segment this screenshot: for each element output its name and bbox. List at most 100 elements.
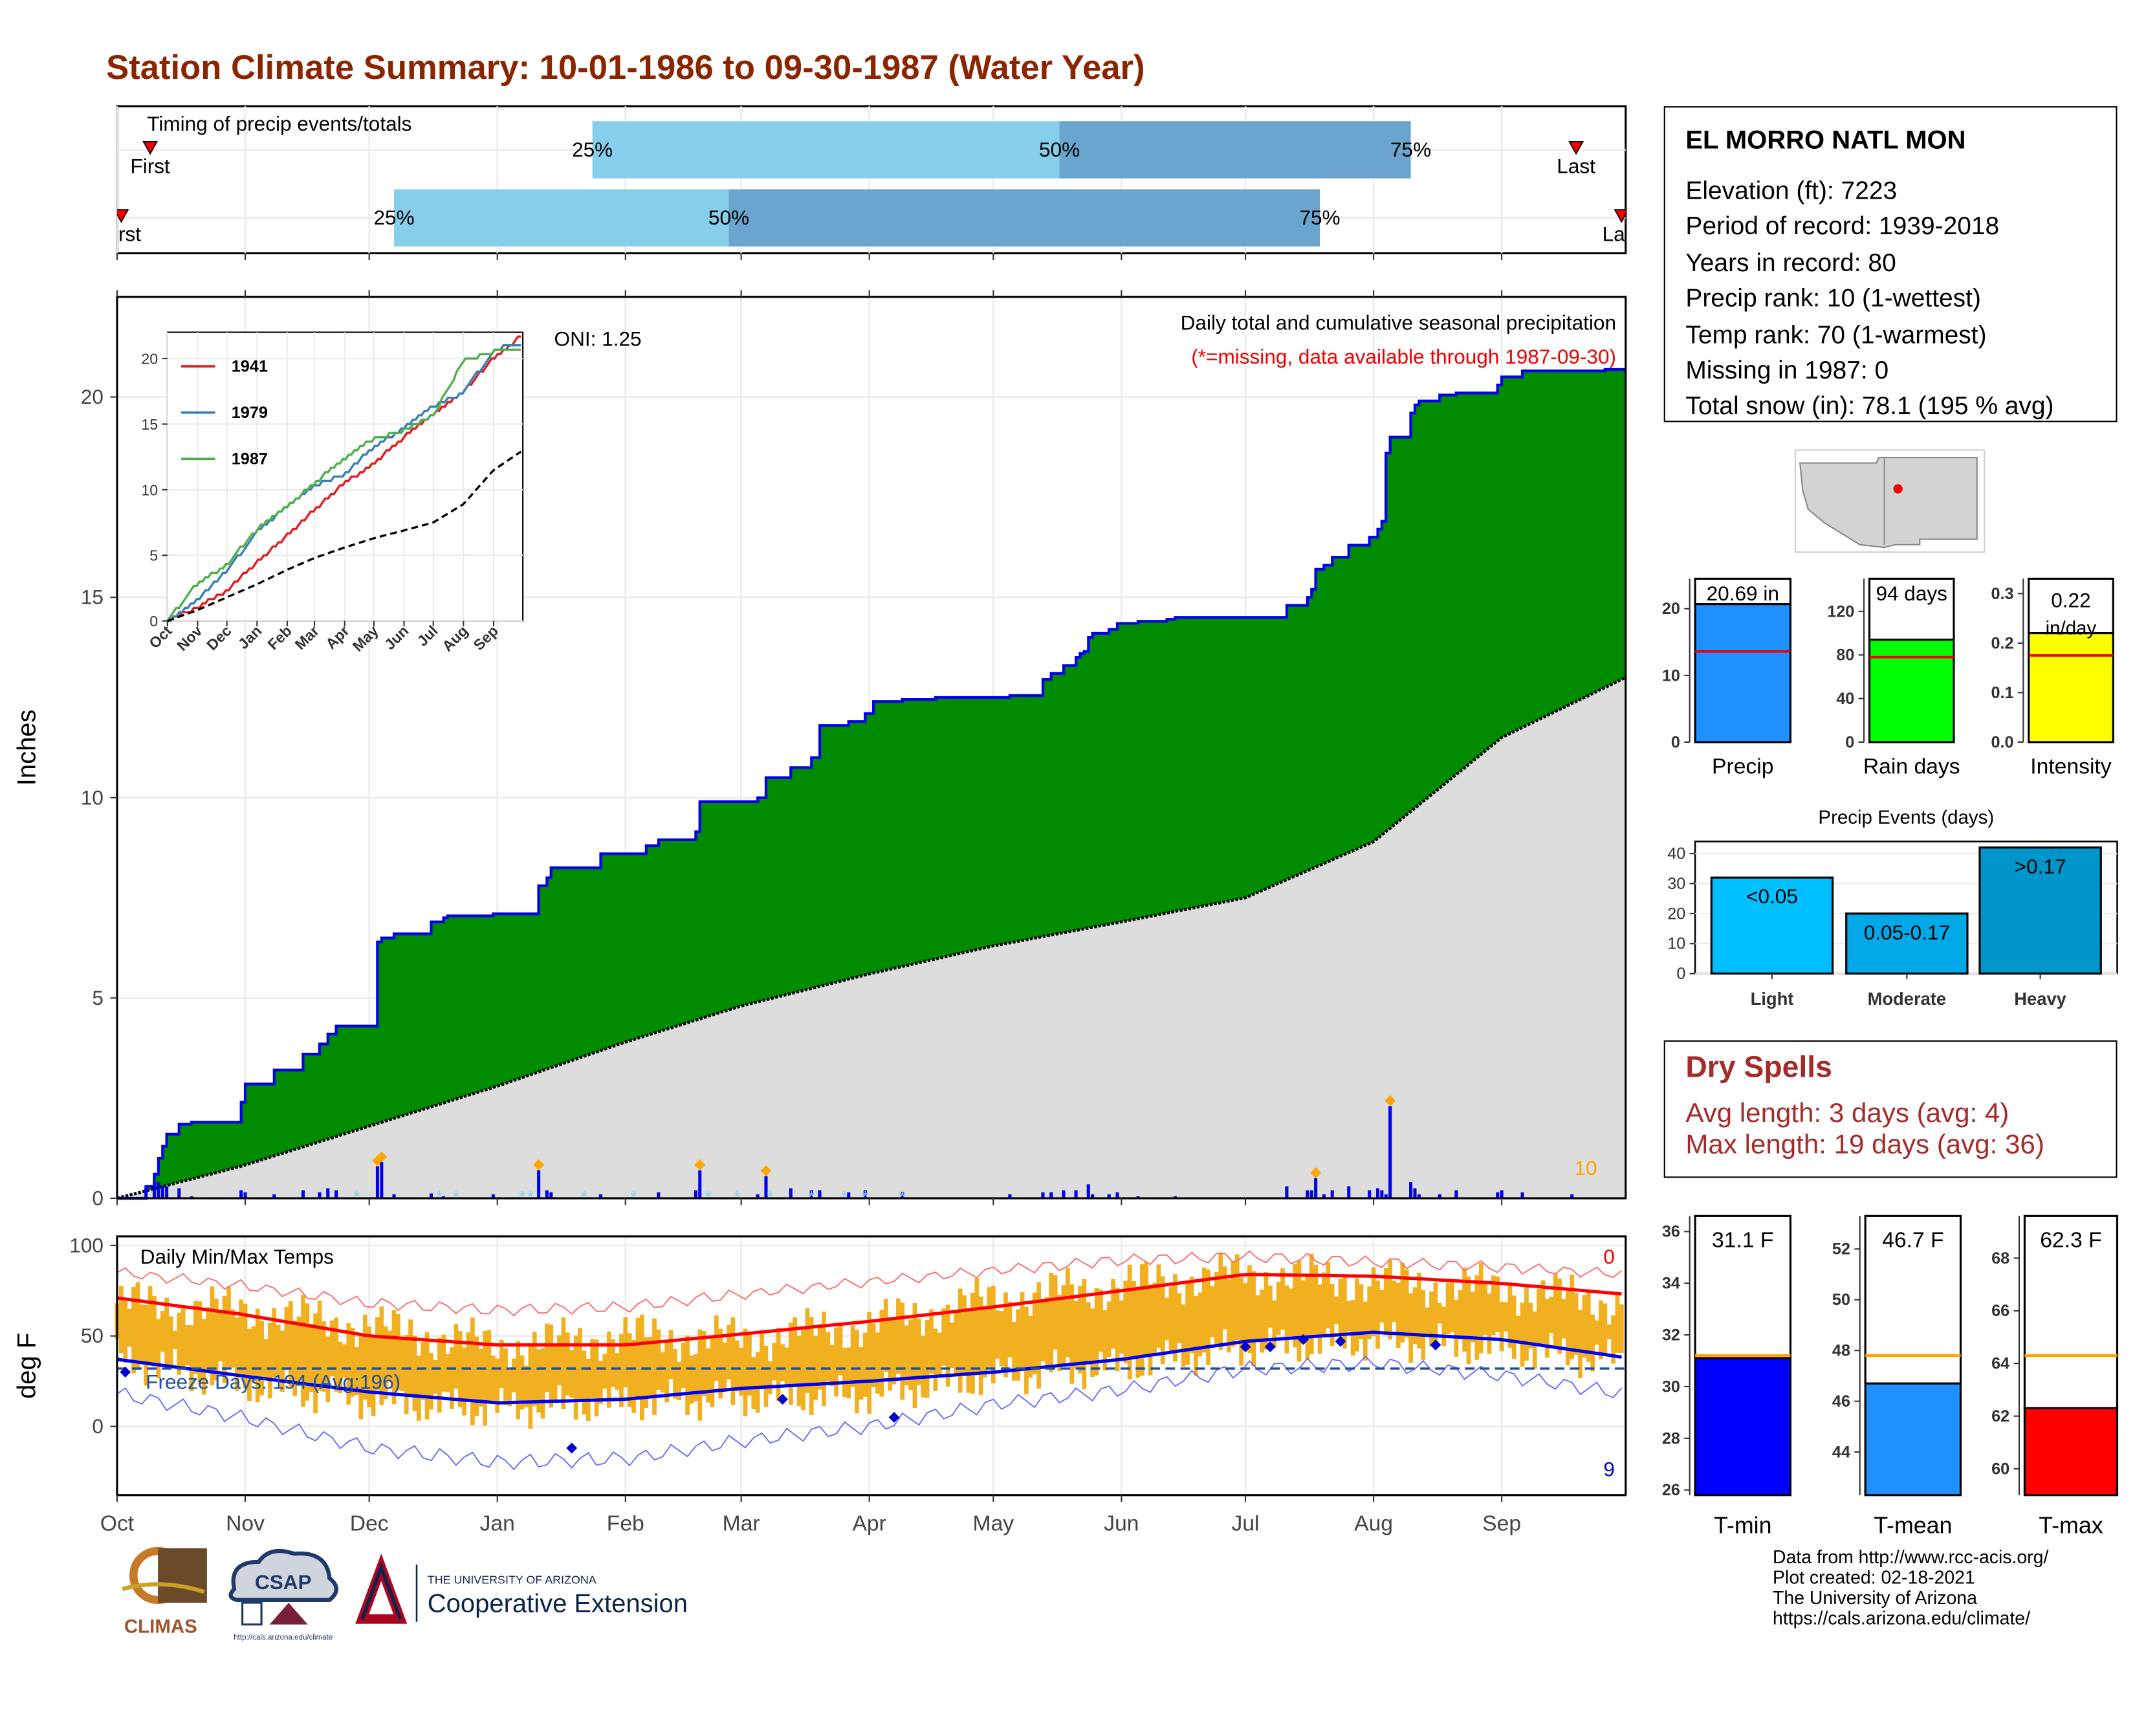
temp-daily-bar bbox=[1201, 1267, 1207, 1353]
temp-daily-bar bbox=[652, 1318, 657, 1415]
temp-daily-bar bbox=[578, 1328, 582, 1401]
temp-daily-bar bbox=[1478, 1262, 1484, 1354]
temp-daily-bar bbox=[322, 1321, 326, 1392]
temp-y-label: deg F bbox=[13, 1333, 41, 1399]
record-low-marker bbox=[888, 1412, 900, 1423]
events-ytick-label: 30 bbox=[1667, 875, 1685, 893]
daily-precip-bar bbox=[380, 1162, 384, 1198]
temp-daily-bar bbox=[1594, 1320, 1599, 1345]
temp-daily-bar bbox=[1495, 1276, 1500, 1333]
temp-daily-bar bbox=[879, 1310, 884, 1397]
temp-daily-bar bbox=[1247, 1265, 1252, 1354]
temp-daily-bar bbox=[594, 1339, 599, 1416]
temp-daily-bar bbox=[1367, 1286, 1372, 1339]
daily-precip-bar bbox=[818, 1190, 822, 1198]
temp-daily-bar bbox=[346, 1323, 351, 1405]
tempbar-ytick-label: 26 bbox=[1662, 1481, 1680, 1499]
timing-last-marker bbox=[1568, 141, 1584, 155]
temp-daily-bar bbox=[1061, 1285, 1066, 1366]
temp-daily-bar bbox=[1276, 1282, 1281, 1335]
temp-daily-bar bbox=[457, 1331, 463, 1408]
month-label: Jul bbox=[1232, 1511, 1260, 1535]
daily-precip-bar bbox=[272, 1194, 276, 1198]
temp-daily-bar bbox=[1421, 1290, 1426, 1360]
temp-daily-bar bbox=[243, 1303, 248, 1389]
temp-daily-bar bbox=[1057, 1295, 1062, 1371]
temp-daily-bar bbox=[251, 1326, 256, 1382]
temp-daily-bar bbox=[156, 1319, 161, 1379]
temp-daily-bar bbox=[767, 1361, 772, 1394]
timing-p50-label: 50% bbox=[708, 206, 749, 229]
precip-y-axis: 0 5 10 15 20 bbox=[81, 290, 1503, 1209]
temp-daily-bar bbox=[1111, 1279, 1115, 1349]
daily-precip-bar bbox=[1049, 1192, 1053, 1198]
temp-daily-bar bbox=[950, 1322, 954, 1368]
daily-precip-bar bbox=[1417, 1194, 1421, 1198]
daily-precip-bar bbox=[1115, 1192, 1119, 1198]
temp-daily-bar bbox=[755, 1352, 760, 1413]
temp-daily-bar bbox=[862, 1332, 868, 1398]
temp-daily-bar bbox=[648, 1337, 653, 1398]
daily-precip-bar bbox=[1570, 1194, 1574, 1198]
temp-daily-bar bbox=[817, 1324, 822, 1390]
temp-daily-bar bbox=[338, 1341, 343, 1394]
daily-precip-bar bbox=[694, 1190, 697, 1198]
events-category-label: Light bbox=[1751, 989, 1794, 1009]
events-category-label: Moderate bbox=[1868, 989, 1947, 1009]
station-elevation: Elevation (ft): 7223 bbox=[1685, 175, 1898, 204]
temp-daily-bar bbox=[883, 1299, 888, 1372]
temp-daily-bar bbox=[334, 1317, 338, 1392]
temp-daily-bar bbox=[445, 1354, 450, 1392]
temp-daily-bar bbox=[1094, 1288, 1099, 1376]
temp-daily-bar bbox=[1086, 1302, 1091, 1365]
temp-daily-bar bbox=[545, 1323, 549, 1392]
summary-bar-rain-days bbox=[1868, 639, 1955, 743]
logos: CLIMAS CSAP http://cals.arizona.edu/clim… bbox=[122, 1546, 688, 1642]
temp-daily-bar bbox=[1045, 1297, 1049, 1370]
temp-daily-bar bbox=[181, 1304, 186, 1368]
temp-daily-bar bbox=[259, 1321, 264, 1396]
temp-daily-bar bbox=[214, 1299, 219, 1381]
temp-daily-bar bbox=[941, 1308, 947, 1366]
temp-daily-bar bbox=[234, 1317, 239, 1391]
temp-daily-bar bbox=[375, 1317, 380, 1390]
daily-precip-bar bbox=[657, 1192, 661, 1198]
timing-first-label: First bbox=[130, 154, 170, 177]
temp-daily-bar bbox=[503, 1348, 508, 1405]
precip-average-fill bbox=[116, 677, 1626, 1198]
temp-daily-bar bbox=[1396, 1282, 1401, 1348]
temp-daily-bar bbox=[1214, 1271, 1219, 1347]
temp-daily-bar bbox=[1342, 1277, 1347, 1349]
temp-daily-bar bbox=[424, 1332, 430, 1420]
temp-daily-bar bbox=[842, 1347, 847, 1398]
temp-daily-bar bbox=[1573, 1293, 1579, 1355]
temp-daily-bar bbox=[367, 1326, 372, 1408]
tempbar-ytick-label: 68 bbox=[1991, 1249, 2009, 1268]
station-temp-rank: Temp rank: 70 (1-warmest) bbox=[1685, 319, 1987, 348]
precip-corner-count: 10 bbox=[1574, 1156, 1597, 1180]
temp-daily-bar bbox=[673, 1348, 677, 1399]
events-ytick-label: 0 bbox=[1676, 965, 1685, 983]
temp-daily-bar bbox=[123, 1301, 128, 1363]
temp-daily-bar bbox=[710, 1335, 715, 1407]
trace-precip-marker: * bbox=[354, 1188, 360, 1206]
temp-daily-bar bbox=[553, 1344, 558, 1401]
temp-daily-bar bbox=[1545, 1299, 1549, 1358]
temp-daily-bar bbox=[1350, 1300, 1355, 1356]
temp-daily-bar bbox=[619, 1334, 624, 1407]
temp-daily-bar bbox=[813, 1336, 818, 1400]
temp-daily-bar bbox=[999, 1311, 1004, 1367]
temp-daily-bar bbox=[974, 1278, 980, 1376]
credit-url: https://cals.arizona.edu/climate/ bbox=[1773, 1608, 2031, 1629]
temp-daily-bar bbox=[1024, 1306, 1029, 1394]
temp-daily-bar bbox=[1379, 1290, 1385, 1323]
daily-precip-bar bbox=[1454, 1190, 1458, 1198]
daily-precip-bar bbox=[549, 1192, 553, 1198]
temp-daily-bar bbox=[255, 1308, 260, 1403]
month-label: Aug bbox=[1354, 1511, 1393, 1535]
temp-daily-bar bbox=[602, 1354, 608, 1389]
record-low-marker bbox=[566, 1442, 578, 1454]
temp-daily-bar bbox=[1450, 1281, 1454, 1332]
daily-precip-bar bbox=[1496, 1192, 1500, 1198]
temp-daily-bar bbox=[586, 1358, 591, 1421]
